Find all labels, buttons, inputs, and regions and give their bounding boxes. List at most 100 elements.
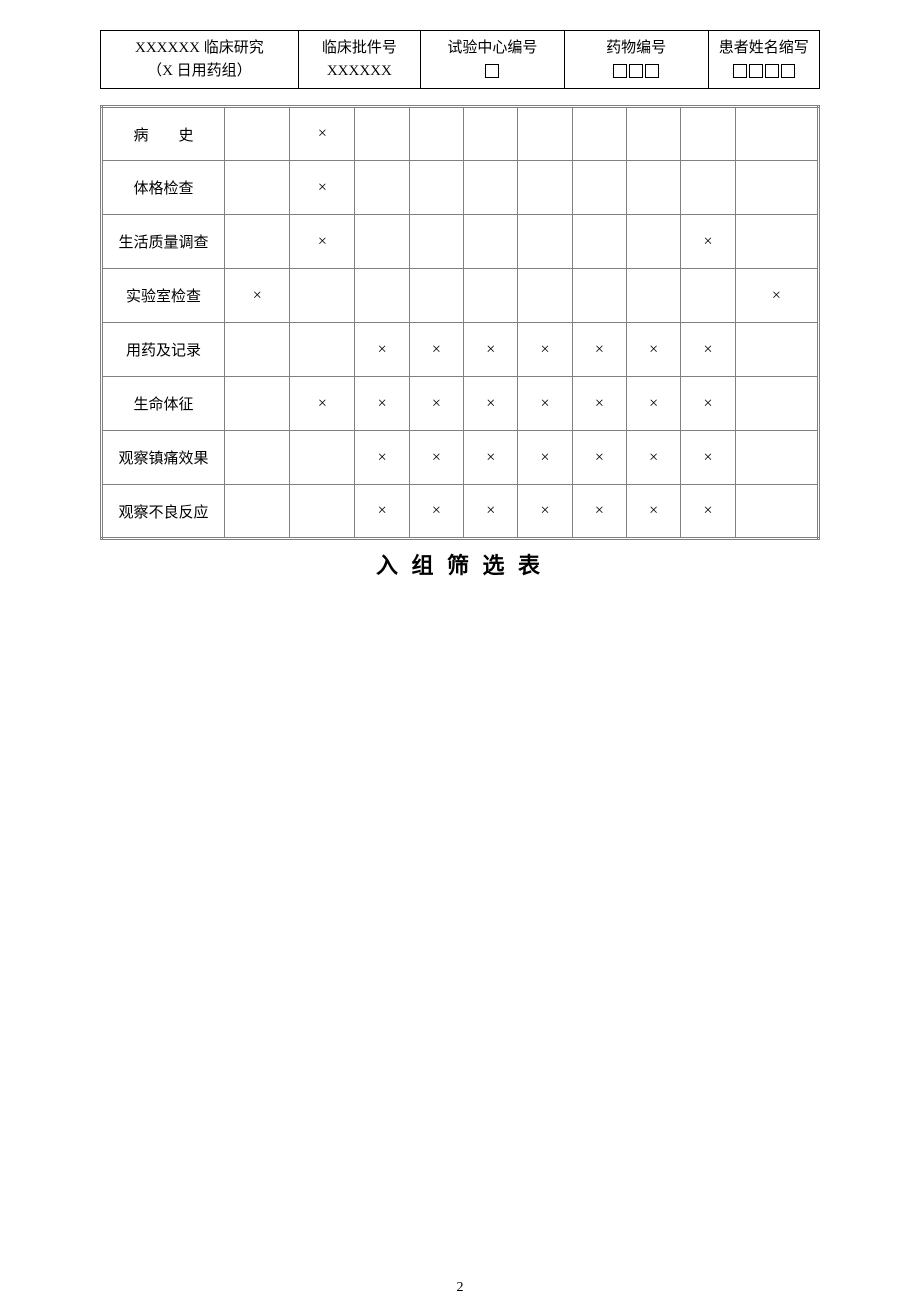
- schedule-cell: [572, 161, 626, 215]
- schedule-cell: [735, 107, 818, 161]
- schedule-cell: ×: [681, 323, 735, 377]
- batch-cell: 临床批件号 XXXXXX: [298, 31, 420, 89]
- schedule-cell: [355, 269, 409, 323]
- schedule-cell: ×: [290, 161, 355, 215]
- schedule-cell: [464, 161, 518, 215]
- table-row: 生活质量调查××: [102, 215, 819, 269]
- table-row: 用药及记录×××××××: [102, 323, 819, 377]
- table-row: 观察不良反应×××××××: [102, 485, 819, 539]
- schedule-cell: [225, 215, 290, 269]
- schedule-cell: [225, 431, 290, 485]
- x-mark-icon: ×: [595, 449, 604, 466]
- study-title-line2: （X 日用药组）: [147, 63, 252, 79]
- study-title-cell: XXXXXX 临床研究 （X 日用药组）: [101, 31, 299, 89]
- x-mark-icon: ×: [318, 395, 327, 412]
- schedule-cell: [225, 377, 290, 431]
- schedule-cell: ×: [681, 485, 735, 539]
- x-mark-icon: ×: [486, 395, 495, 412]
- table-row: 病 史×: [102, 107, 819, 161]
- x-mark-icon: ×: [595, 341, 604, 358]
- schedule-cell: [225, 485, 290, 539]
- batch-value: XXXXXX: [327, 63, 392, 79]
- schedule-cell: [572, 215, 626, 269]
- schedule-cell: ×: [735, 269, 818, 323]
- schedule-cell: ×: [409, 485, 463, 539]
- schedule-cell: [464, 215, 518, 269]
- schedule-cell: [409, 215, 463, 269]
- section-title: 入 组 筛 选 表: [100, 548, 820, 580]
- batch-label: 临床批件号: [322, 40, 397, 56]
- schedule-cell: ×: [627, 485, 681, 539]
- row-label: 用药及记录: [102, 323, 225, 377]
- schedule-cell: ×: [225, 269, 290, 323]
- x-mark-icon: ×: [432, 502, 441, 519]
- schedule-cell: [290, 269, 355, 323]
- x-mark-icon: ×: [772, 287, 781, 304]
- schedule-cell: ×: [355, 377, 409, 431]
- schedule-cell: [290, 431, 355, 485]
- table-row: 体格检查 ×: [102, 161, 819, 215]
- center-boxes: [484, 63, 500, 79]
- x-mark-icon: ×: [649, 502, 658, 519]
- x-mark-icon: ×: [378, 341, 387, 358]
- schedule-cell: [355, 215, 409, 269]
- schedule-cell: ×: [290, 215, 355, 269]
- x-mark-icon: ×: [541, 341, 550, 358]
- schedule-cell: [681, 269, 735, 323]
- schedule-cell: ×: [681, 431, 735, 485]
- main-table-body: 病 史×体格检查×生活质量调查××实验室检查××用药及记录×××××××生命体征…: [102, 107, 819, 539]
- schedule-cell: ×: [409, 431, 463, 485]
- schedule-cell: ×: [518, 485, 572, 539]
- schedule-cell: [735, 485, 818, 539]
- x-mark-icon: ×: [486, 341, 495, 358]
- x-mark-icon: ×: [378, 502, 387, 519]
- schedule-cell: [225, 161, 290, 215]
- schedule-cell: [735, 431, 818, 485]
- schedule-cell: [735, 215, 818, 269]
- schedule-cell: ×: [627, 431, 681, 485]
- schedule-cell: ×: [572, 377, 626, 431]
- patient-cell: 患者姓名缩写: [708, 31, 819, 89]
- schedule-cell: ×: [355, 485, 409, 539]
- x-mark-icon: ×: [432, 341, 441, 358]
- x-mark-icon: ×: [703, 341, 712, 358]
- schedule-cell: [518, 215, 572, 269]
- row-label: 观察镇痛效果: [102, 431, 225, 485]
- schedule-cell: [518, 269, 572, 323]
- patient-boxes: [732, 63, 796, 79]
- x-mark-icon: ×: [486, 449, 495, 466]
- schedule-cell: [518, 161, 572, 215]
- schedule-cell: [290, 323, 355, 377]
- schedule-cell: [735, 323, 818, 377]
- schedule-cell: [464, 107, 518, 161]
- schedule-cell: [225, 323, 290, 377]
- schedule-cell: [572, 269, 626, 323]
- schedule-cell: [681, 161, 735, 215]
- table-row: 生命体征××××××××: [102, 377, 819, 431]
- drug-cell: 药物编号: [564, 31, 708, 89]
- row-label: 生命体征: [102, 377, 225, 431]
- x-mark-icon: ×: [318, 233, 327, 250]
- schedule-cell: [627, 269, 681, 323]
- schedule-cell: ×: [572, 323, 626, 377]
- row-label: 观察不良反应: [102, 485, 225, 539]
- center-label: 试验中心编号: [447, 40, 537, 56]
- x-mark-icon: ×: [318, 125, 327, 142]
- schedule-cell: ×: [464, 431, 518, 485]
- x-mark-icon: ×: [378, 395, 387, 412]
- schedule-cell: ×: [572, 485, 626, 539]
- row-label: 实验室检查: [102, 269, 225, 323]
- x-mark-icon: ×: [703, 395, 712, 412]
- x-mark-icon: ×: [432, 449, 441, 466]
- x-mark-icon: ×: [703, 502, 712, 519]
- row-label: 体格检查: [102, 161, 225, 215]
- schedule-cell: ×: [290, 107, 355, 161]
- schedule-cell: [225, 107, 290, 161]
- schedule-cell: [290, 485, 355, 539]
- x-mark-icon: ×: [649, 395, 658, 412]
- schedule-cell: [409, 269, 463, 323]
- schedule-cell: ×: [290, 377, 355, 431]
- schedule-cell: [735, 377, 818, 431]
- page-number: 2: [100, 1280, 820, 1296]
- schedule-cell: ×: [518, 377, 572, 431]
